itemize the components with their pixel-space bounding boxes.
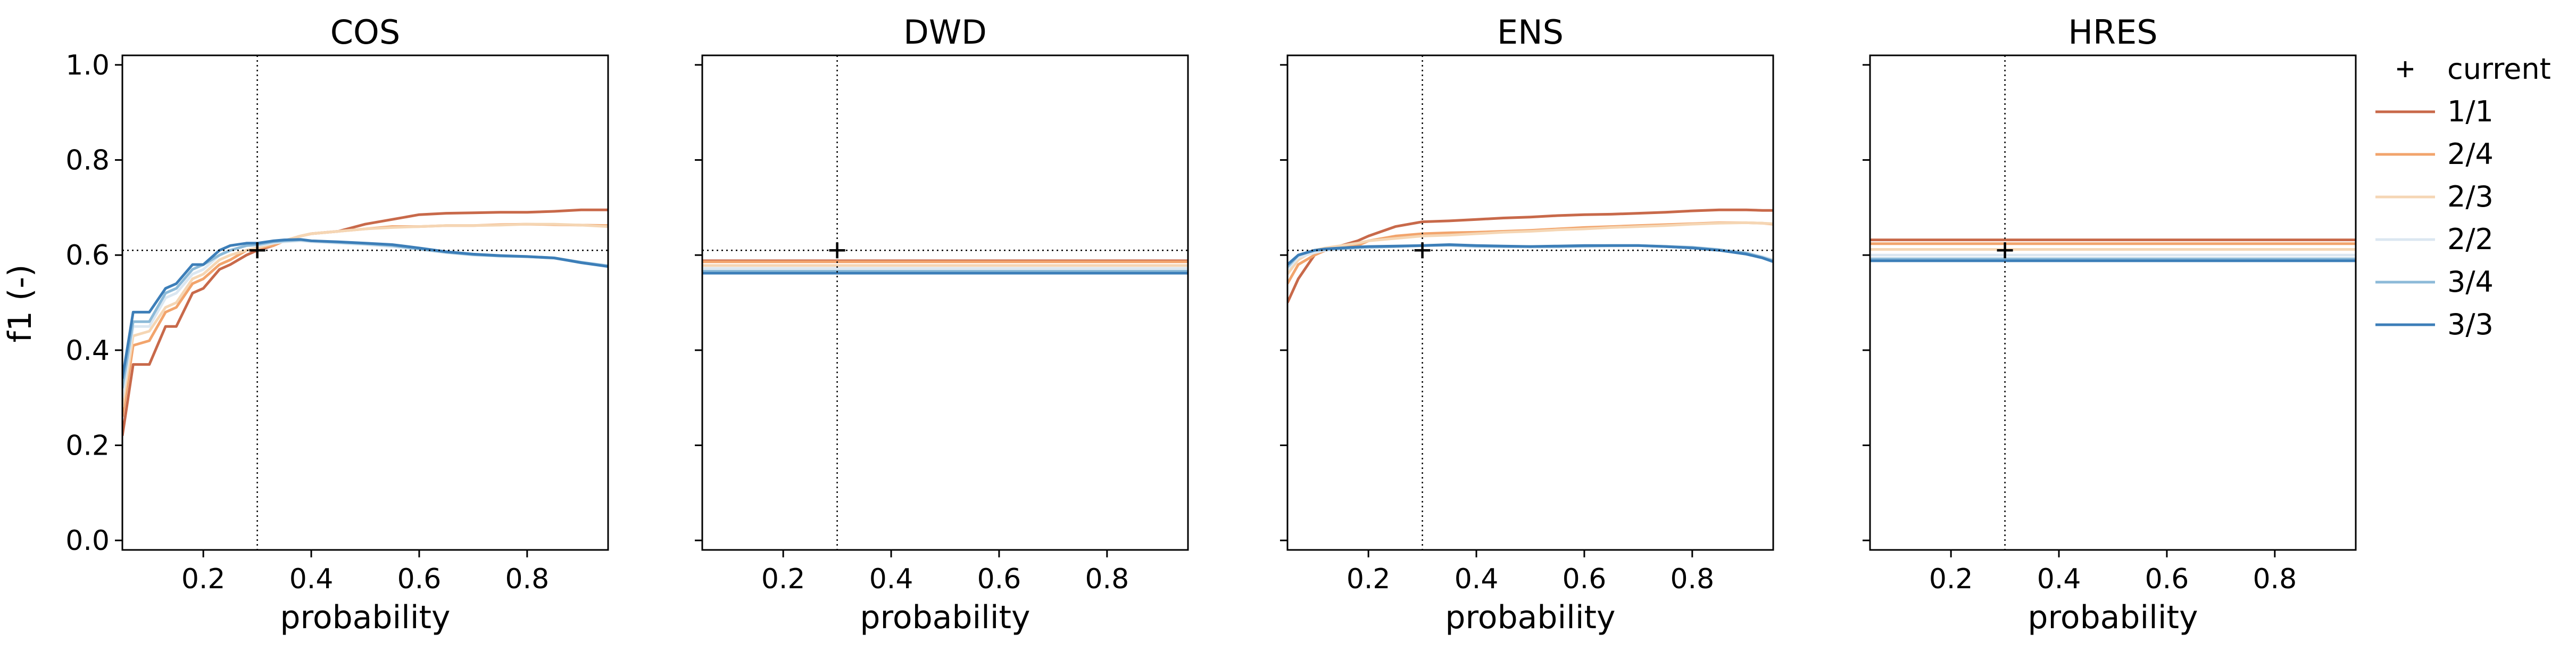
panel-title: DWD bbox=[903, 13, 987, 52]
x-axis-label: probability bbox=[1445, 599, 1615, 636]
panel-frame bbox=[701, 54, 1189, 551]
y-tick-label: 0.8 bbox=[65, 145, 110, 177]
panel-series-group bbox=[122, 208, 608, 436]
series-line-3-3 bbox=[122, 238, 608, 379]
series-line-2-4 bbox=[122, 223, 608, 417]
panel-frame bbox=[121, 54, 609, 551]
panel-cos: COS 0.0 0.2 0.4 0.6 0.8 1.0 0.2 0.4 0.6 0.8 probabi… bbox=[65, 13, 609, 636]
x-tick-label: 0.4 bbox=[1455, 563, 1499, 595]
x-tick-label: 0.2 bbox=[1347, 563, 1391, 595]
panel-frame bbox=[1286, 54, 1774, 551]
series-line-2-3 bbox=[122, 223, 608, 408]
x-axis-label: probability bbox=[2027, 599, 2198, 636]
legend-label-current: current bbox=[2447, 52, 2551, 86]
x-axis-label: probability bbox=[860, 599, 1030, 636]
y-axis-label: f1 (-) bbox=[2, 265, 39, 343]
x-tick-label: 0.8 bbox=[505, 563, 549, 595]
legend-label-2-4: 2/4 bbox=[2447, 137, 2494, 171]
x-tick-label: 0.8 bbox=[2253, 563, 2297, 595]
y-tick-label: 0.6 bbox=[65, 240, 110, 271]
y-tick-label: 0.2 bbox=[65, 430, 110, 462]
y-tick-label: 0.4 bbox=[65, 335, 110, 367]
panel-series-group bbox=[1870, 238, 2356, 262]
panel-series-group bbox=[702, 259, 1188, 275]
legend-label-3-4: 3/4 bbox=[2447, 265, 2494, 299]
panel-frame bbox=[1869, 54, 2357, 551]
x-tick-label: 0.6 bbox=[397, 563, 442, 595]
legend: current 1/1 2/4 2/3 2/2 3/4 3/3 bbox=[2375, 52, 2551, 341]
legend-label-1-1: 1/1 bbox=[2447, 95, 2494, 128]
legend-label-2-2: 2/2 bbox=[2447, 223, 2494, 256]
panel-title: HRES bbox=[2068, 13, 2157, 52]
x-tick-label: 0.4 bbox=[869, 563, 913, 595]
legend-label-2-3: 2/3 bbox=[2447, 180, 2494, 213]
x-tick-label: 0.6 bbox=[977, 563, 1021, 595]
x-tick-label: 0.6 bbox=[2145, 563, 2189, 595]
series-line-3-3 bbox=[1287, 243, 1773, 266]
x-tick-label: 0.2 bbox=[1929, 563, 1973, 595]
x-tick-label: 0.2 bbox=[761, 563, 805, 595]
x-tick-label: 0.8 bbox=[1670, 563, 1714, 595]
panel-ens: ENS 0.2 0.4 0.6 0.8 probability bbox=[1280, 13, 1774, 636]
y-tick-label: 1.0 bbox=[65, 50, 110, 81]
x-tick-label: 0.4 bbox=[289, 563, 334, 595]
x-tick-label: 0.6 bbox=[1563, 563, 1607, 595]
x-tick-label: 0.2 bbox=[181, 563, 226, 595]
series-line-3-4 bbox=[122, 238, 608, 389]
legend-label-3-3: 3/3 bbox=[2447, 308, 2494, 341]
x-tick-label: 0.4 bbox=[2037, 563, 2081, 595]
panel-title: ENS bbox=[1497, 13, 1564, 52]
panels: COS 0.0 0.2 0.4 0.6 0.8 1.0 0.2 0.4 0.6 0.8 probabi… bbox=[65, 13, 2357, 636]
x-axis-label: probability bbox=[280, 599, 450, 636]
panel-title: COS bbox=[330, 13, 400, 52]
panel-hres: HRES 0.2 0.4 0.6 0.8 probability bbox=[1863, 13, 2357, 636]
panel-dwd: DWD 0.2 0.4 0.6 0.8 probability bbox=[695, 13, 1189, 636]
y-tick-label: 0.0 bbox=[65, 525, 110, 557]
x-tick-label: 0.8 bbox=[1085, 563, 1129, 595]
panel-series-group bbox=[1287, 208, 1773, 303]
series-line-2-3 bbox=[1287, 221, 1773, 275]
